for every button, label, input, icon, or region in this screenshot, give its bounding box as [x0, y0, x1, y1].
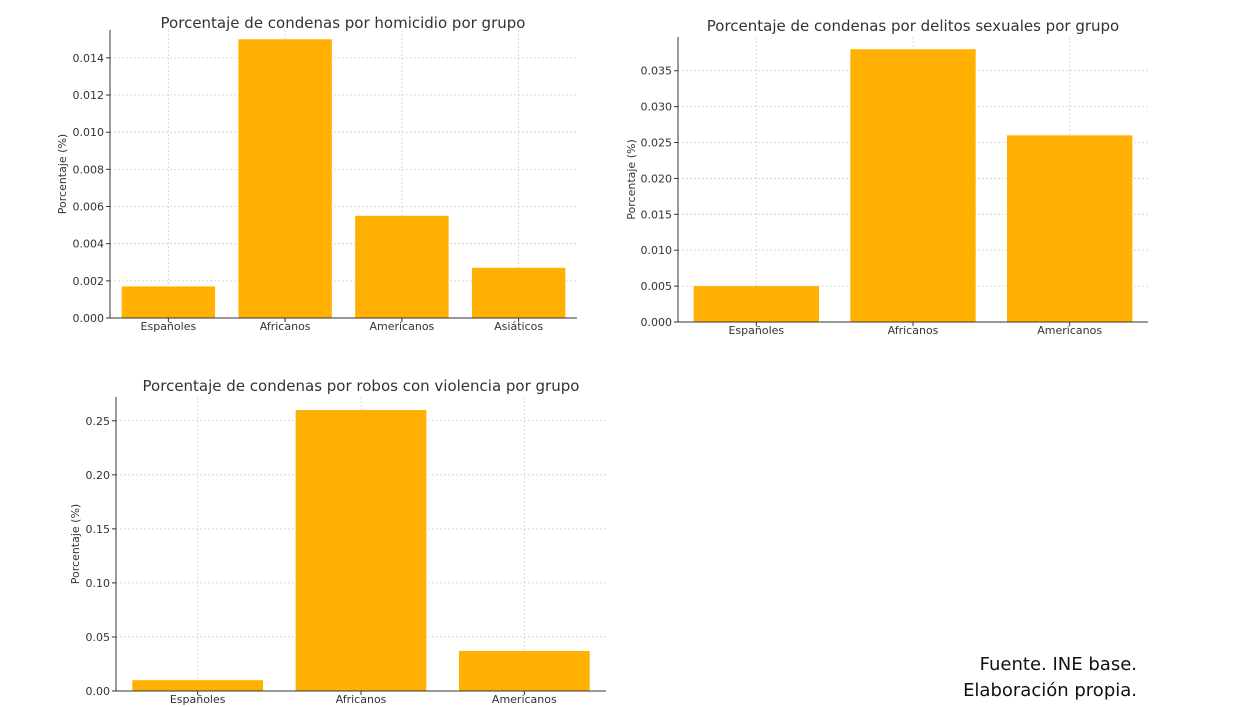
- chart-title: Porcentaje de condenas por homicidio por…: [161, 14, 526, 32]
- y-tick-label: 0.008: [73, 163, 105, 176]
- y-tick-label: 0.020: [641, 172, 673, 185]
- y-tick-label: 0.014: [73, 52, 105, 65]
- y-tick-label: 0.002: [73, 275, 105, 288]
- bar-africanos: [238, 39, 332, 319]
- y-tick-label: 0.15: [86, 523, 111, 536]
- source-note-line1: Fuente. INE base.: [979, 654, 1137, 675]
- y-tick-label: 0.010: [641, 244, 673, 257]
- y-axis-label: Porcentaje (%): [625, 139, 638, 219]
- y-tick-label: 0.035: [641, 65, 673, 78]
- x-tick-label: Africanos: [888, 324, 939, 337]
- chart-homicidio: 0.000 0.002 0.004 0.006 0.008 0.010 0.012 0.014…: [56, 14, 577, 333]
- bar-americanos: [1007, 135, 1133, 322]
- y-tick-label: 0.004: [73, 238, 105, 251]
- y-tick-label: 0.25: [86, 415, 111, 428]
- chart-title: Porcentaje de condenas por robos con vio…: [143, 377, 580, 395]
- y-tick-label: 0.000: [73, 312, 105, 325]
- bar-españoles: [121, 286, 216, 318]
- y-tick-label: 0.030: [641, 101, 673, 114]
- y-tick-label: 0.05: [86, 631, 111, 644]
- bar-españoles: [132, 680, 263, 691]
- x-tick-label: Americanos: [369, 320, 434, 333]
- y-axis-label: Porcentaje (%): [69, 504, 82, 584]
- bar-americanos: [355, 215, 449, 318]
- bar-asiáticos: [471, 267, 566, 318]
- y-axis-label: Porcentaje (%): [56, 134, 69, 214]
- y-tick-label: 0.012: [73, 89, 105, 102]
- y-tick-label: 0.006: [73, 201, 105, 214]
- y-tick-label: 0.005: [641, 280, 673, 293]
- source-note: Fuente. INE base. Elaboración propia.: [963, 652, 1137, 704]
- chart-robos-violencia: 0.00 0.05 0.10 0.15 0.20 0.25 Españoles African…: [69, 377, 606, 706]
- bar-africanos: [295, 409, 427, 691]
- x-tick-label: Asiáticos: [494, 320, 543, 333]
- source-note-line2: Elaboración propia.: [963, 680, 1137, 701]
- x-tick-label: Africanos: [336, 693, 387, 706]
- y-tick-label: 0.10: [86, 577, 111, 590]
- bar-americanos: [459, 651, 590, 691]
- bar-españoles: [693, 286, 819, 322]
- chart-delitos-sexuales: 0.000 0.005 0.010 0.015 0.020 0.025 0.030 0.035…: [625, 17, 1148, 337]
- bar-africanos: [850, 49, 976, 322]
- x-tick-label: Americanos: [1037, 324, 1102, 337]
- x-tick-label: Españoles: [728, 324, 784, 337]
- x-tick-label: Africanos: [260, 320, 311, 333]
- x-tick-label: Americanos: [492, 693, 557, 706]
- y-tick-label: 0.00: [86, 685, 111, 698]
- chart-title: Porcentaje de condenas por delitos sexua…: [707, 17, 1119, 35]
- y-tick-label: 0.000: [641, 316, 673, 329]
- x-tick-label: Españoles: [170, 693, 226, 706]
- y-tick-label: 0.20: [86, 469, 111, 482]
- y-tick-label: 0.015: [641, 208, 673, 221]
- x-tick-label: Españoles: [141, 320, 197, 333]
- y-tick-label: 0.010: [73, 126, 105, 139]
- y-tick-label: 0.025: [641, 137, 673, 150]
